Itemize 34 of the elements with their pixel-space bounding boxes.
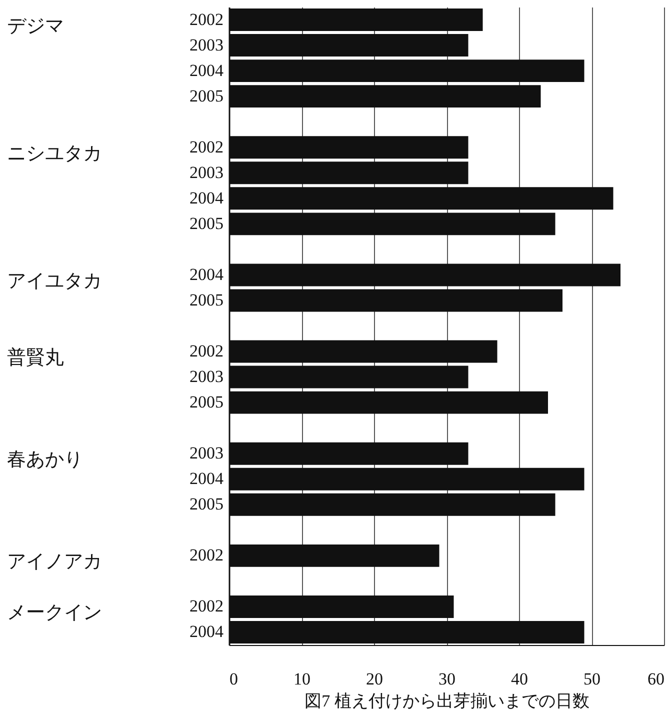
y-tick-label: 2004 [190,469,224,488]
x-tick-label: 50 [584,670,600,688]
text: アイユタカ [7,270,102,292]
x-axis-title: 図7 植え付けから出芽揃いまでの日数 [304,692,590,710]
y-tick-label: 2003 [190,444,224,463]
text: ニシユタカ [7,143,102,164]
y-tick-label: 2002 [190,596,224,616]
y-tick-label: 2004 [190,60,224,80]
x-tick-label: 20 [366,670,383,688]
x-tick-label: 40 [511,670,528,688]
text: 普賢丸 [7,346,64,369]
x-tick-label: 0 [230,670,238,688]
y-tick-label: 2003 [190,367,224,386]
y-tick-label: 2005 [190,392,224,412]
text: アイノアカ [7,552,102,573]
y-tick-label: 2005 [190,290,224,310]
text: 春あかり [7,450,83,471]
y-tick-label: 2004 [190,188,224,208]
y-tick-label: 2002 [190,546,224,565]
y-tick-label: 2005 [190,86,224,106]
y-tick-label: 2002 [190,137,224,156]
text: メークイン [7,602,102,624]
y-tick-label: 2002 [190,10,224,29]
text: デジマ [7,16,64,37]
y-tick-label: 2003 [190,162,224,182]
x-tick-label: 30 [438,670,456,688]
x-tick-label: 60 [648,670,664,688]
y-tick-label: 2004 [190,622,224,642]
y-tick-label: 2005 [190,494,224,514]
y-tick-label: 2004 [190,264,224,284]
y-tick-label: 2003 [190,35,224,54]
y-tick-label: 2005 [190,214,224,233]
x-tick-label: 10 [294,670,310,688]
y-tick-label: 2002 [190,342,224,361]
